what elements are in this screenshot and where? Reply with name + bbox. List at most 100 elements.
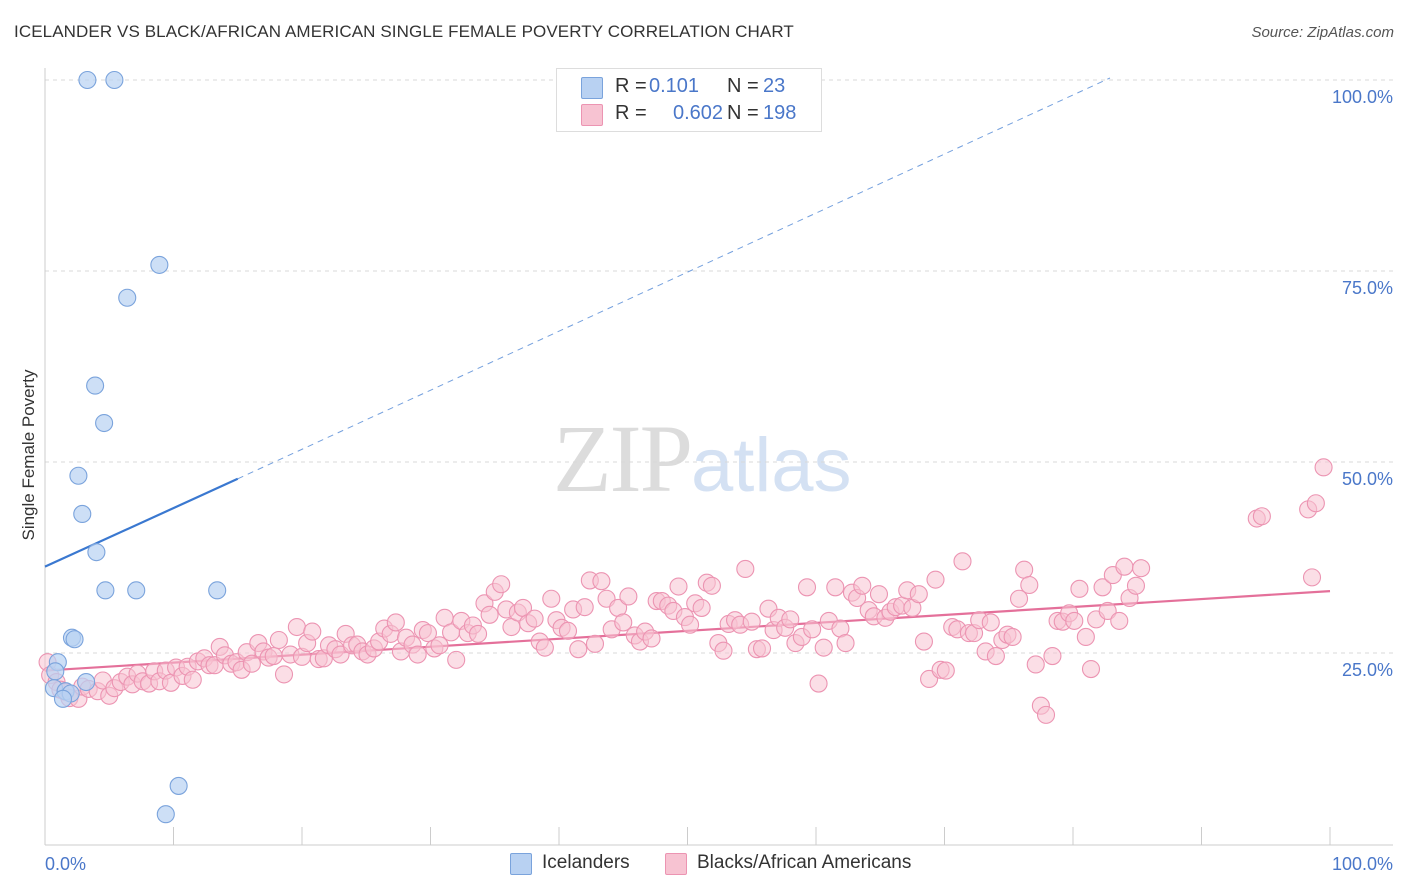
data-point-blacks	[447, 650, 466, 669]
data-point-icelanders	[65, 630, 84, 649]
bottom-legend-label: Icelanders	[542, 852, 630, 873]
data-point-blacks	[242, 654, 261, 673]
series-icelanders	[44, 70, 227, 824]
data-point-blacks	[981, 613, 1000, 632]
data-point-icelanders	[127, 581, 146, 600]
data-point-icelanders	[156, 805, 175, 824]
data-point-blacks	[542, 589, 561, 608]
y-tick-label: 100.0%	[1332, 87, 1393, 107]
legend-swatch-blue	[581, 77, 603, 99]
data-point-blacks	[408, 645, 427, 664]
data-point-icelanders	[118, 288, 137, 307]
data-point-blacks	[1003, 627, 1022, 647]
data-point-blacks	[742, 612, 761, 631]
data-point-blacks	[853, 576, 872, 595]
y-tick-label: 25.0%	[1342, 660, 1393, 680]
data-point-icelanders	[86, 376, 105, 395]
data-point-blacks	[781, 610, 800, 629]
data-point-blacks	[836, 634, 855, 653]
data-point-blacks	[752, 639, 772, 658]
data-point-icelanders	[150, 255, 169, 274]
data-point-blacks	[914, 632, 933, 651]
data-point-blacks	[287, 617, 306, 637]
grid-lines	[45, 79, 1393, 654]
data-point-icelanders	[73, 504, 92, 524]
data-point-blacks	[1115, 557, 1134, 576]
data-point-blacks	[1076, 627, 1095, 647]
watermark: ZIPatlas	[553, 403, 852, 514]
data-point-blacks	[1065, 611, 1084, 630]
data-point-blacks	[1252, 507, 1271, 526]
legend-r-value: 0.101	[649, 75, 700, 97]
data-point-blacks	[1314, 458, 1333, 477]
data-point-icelanders	[95, 413, 114, 433]
trend-line-icelanders-extension	[237, 77, 1111, 480]
data-point-blacks	[803, 620, 822, 639]
data-point-icelanders	[105, 70, 124, 90]
data-point-blacks	[585, 634, 605, 653]
data-point-blacks	[386, 613, 405, 632]
data-point-blacks	[681, 615, 700, 634]
data-point-blacks	[418, 624, 437, 643]
data-point-blacks	[1302, 568, 1322, 587]
data-point-blacks	[1015, 560, 1034, 579]
data-point-icelanders	[53, 689, 73, 708]
data-point-blacks	[1093, 578, 1112, 597]
data-point-blacks	[1132, 559, 1151, 578]
data-point-blacks	[430, 636, 449, 655]
data-point-blacks	[558, 621, 578, 640]
axis-labels: 25.0% 50.0% 75.0% 100.0% 0.0% 100.0% Single Fe…	[19, 87, 1393, 874]
bottom-legend-swatch-blue	[510, 853, 532, 875]
data-point-blacks	[619, 587, 638, 606]
data-point-blacks	[736, 559, 755, 579]
watermark-zip: ZIP	[553, 405, 693, 512]
data-point-icelanders	[77, 672, 96, 692]
legend-n-label: N =	[727, 102, 759, 124]
legend-n-value: 23	[763, 75, 786, 97]
data-point-blacks	[274, 665, 294, 684]
data-point-icelanders	[78, 70, 97, 90]
data-point-blacks	[264, 647, 283, 666]
data-point-blacks	[183, 670, 202, 689]
series-blacks-african-americans	[38, 458, 1333, 724]
data-point-blacks	[525, 609, 544, 628]
data-point-blacks	[269, 630, 288, 650]
data-point-blacks	[1126, 576, 1146, 595]
legend-swatch-pink	[581, 104, 603, 126]
data-point-blacks	[1020, 575, 1039, 595]
watermark-atlas: atlas	[691, 423, 852, 508]
data-point-blacks	[1009, 589, 1029, 608]
data-point-blacks	[492, 575, 511, 594]
data-point-blacks	[926, 570, 945, 589]
data-point-blacks	[1036, 705, 1056, 724]
axes	[44, 68, 1393, 846]
data-point-blacks	[814, 638, 833, 657]
data-point-blacks	[614, 613, 633, 632]
data-point-blacks	[1043, 647, 1062, 666]
stats-legend: R = 0.101 N = 23 R = 0.602 N = 198	[556, 68, 822, 132]
data-point-blacks	[1070, 579, 1089, 598]
data-point-icelanders	[46, 662, 65, 681]
data-point-blacks	[714, 641, 733, 660]
data-point-blacks	[1026, 655, 1045, 674]
data-point-blacks	[575, 598, 594, 617]
trend-line-icelanders	[44, 477, 239, 568]
data-point-blacks	[303, 622, 322, 641]
y-axis-title: Single Female Poverty	[19, 369, 38, 541]
data-point-blacks	[480, 605, 499, 624]
legend-r-label: R =	[615, 102, 647, 124]
legend-n-value: 198	[763, 102, 797, 124]
bottom-legend-label: Blacks/African Americans	[697, 852, 912, 873]
data-point-blacks	[692, 598, 711, 617]
data-point-blacks	[826, 578, 845, 597]
data-point-blacks	[1110, 611, 1129, 630]
data-point-blacks	[535, 638, 554, 657]
x-tick-label: 100.0%	[1332, 854, 1393, 874]
data-point-blacks	[1306, 494, 1325, 513]
data-point-blacks	[953, 552, 972, 571]
data-point-icelanders	[208, 581, 227, 600]
bottom-legend-swatch-pink	[665, 853, 687, 875]
data-point-blacks	[702, 576, 721, 595]
chart-title: ICELANDER VS BLACK/AFRICAN AMERICAN SING…	[14, 22, 794, 41]
